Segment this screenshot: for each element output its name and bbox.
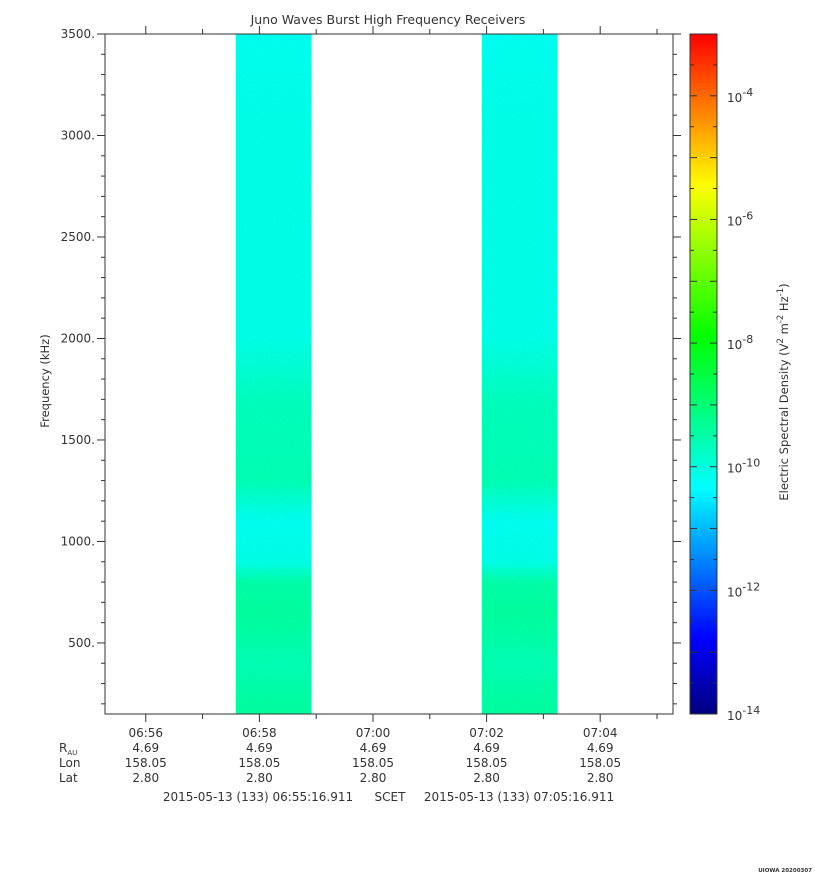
colorbar-label: Electric Spectral Density (V2 m-2 Hz-1): [776, 283, 791, 500]
ephemeris-value: 4.69: [473, 741, 500, 755]
colorbar-tick-exponent: -6: [742, 209, 753, 222]
ephemeris-row-label: Lat: [59, 771, 78, 785]
colorbar-label-text: Electric Spectral Density (V: [777, 343, 791, 500]
ephemeris-value: 4.69: [246, 741, 273, 755]
colorbar-label-exponent: 2: [776, 338, 786, 343]
x-tick-label: 06:58: [242, 726, 277, 740]
colorbar-tick-label: 10-12: [727, 580, 760, 599]
ephemeris-value: 158.05: [466, 756, 508, 770]
colorbar-label-exponent: -2: [776, 315, 786, 323]
time-end: 2015-05-13 (133) 07:05:16.911: [424, 790, 614, 804]
ephemeris-table: RAU 4.69 4.69 4.69 4.69 4.69 Lon 158.05 158.05 15…: [59, 741, 621, 785]
ephemeris-value: 158.05: [352, 756, 394, 770]
colorbar-tick-exponent: -4: [742, 86, 753, 99]
ephemeris-value: 2.80: [132, 771, 159, 785]
y-tick-label: 500.: [68, 636, 95, 650]
scet-label: SCET: [375, 790, 407, 804]
y-tick-label: 1000.: [61, 534, 95, 548]
colorbar-tick-exponent: -10: [742, 457, 760, 470]
y-tick-label: 3000.: [61, 128, 95, 142]
ephemeris-value: 4.69: [587, 741, 614, 755]
ephemeris-value: 2.80: [473, 771, 500, 785]
burst-noise-2: [481, 34, 558, 714]
colorbar-tick-exponent: -14: [742, 704, 760, 717]
y-axis-label: Frequency (kHz): [38, 334, 52, 427]
chart-title: Juno Waves Burst High Frequency Receiver…: [250, 12, 526, 27]
ephemeris-value: 158.05: [125, 756, 167, 770]
y-tick-label: 1500.: [61, 433, 95, 447]
ephemeris-value: 2.80: [246, 771, 273, 785]
plot-background: [105, 34, 673, 714]
y-tick-label: 2000.: [61, 331, 95, 345]
ephemeris-value: 4.69: [132, 741, 159, 755]
colorbar-tick-label: 10-14: [727, 704, 760, 723]
colorbar-tick-exponent: -12: [742, 580, 760, 593]
colorbar-label-text: Hz: [777, 296, 791, 314]
colorbar-tick-label: 10-6: [727, 209, 753, 228]
ephemeris-value: 158.05: [238, 756, 280, 770]
ephemeris-row-label: Lon: [59, 756, 80, 770]
x-tick-label: 06:56: [128, 726, 163, 740]
burst-noise-1: [235, 34, 312, 714]
colorbar-tick-exponent: -8: [742, 333, 753, 346]
colorbar-gradient: [690, 34, 717, 714]
ephemeris-row-label: RAU: [59, 741, 77, 757]
x-tick-label: 07:00: [356, 726, 391, 740]
colorbar-tick-label: 10-4: [727, 86, 753, 105]
ephemeris-row-subscript: AU: [67, 749, 77, 757]
y-tick-label: 2500.: [61, 230, 95, 244]
time-start: 2015-05-13 (133) 06:55:16.911: [163, 790, 353, 804]
plot-area: 500. 1000. 1500. 2000. 2500. 3000. 3500. 06:56 0…: [61, 26, 681, 740]
footer-stamp: UIOWA 20200307: [758, 868, 812, 874]
ephemeris-value: 158.05: [579, 756, 621, 770]
ephemeris-value: 2.80: [360, 771, 387, 785]
ephemeris-value: 2.80: [587, 771, 614, 785]
colorbar-label-text: ): [777, 283, 791, 288]
colorbar-tick-label: 10-8: [727, 333, 753, 352]
y-tick-label: 3500.: [61, 27, 95, 41]
plot-frame: [104, 33, 674, 715]
colorbar: 10-14 10-12 10-10 10-8 10-6 10-4 Electric Spec…: [689, 33, 791, 723]
colorbar-label-text: m: [777, 323, 791, 338]
colorbar-tick-label: 10-10: [727, 457, 760, 476]
colorbar-label-exponent: -1: [776, 288, 786, 296]
x-tick-label: 07:02: [469, 726, 504, 740]
ephemeris-value: 4.69: [360, 741, 387, 755]
x-tick-label: 07:04: [583, 726, 618, 740]
